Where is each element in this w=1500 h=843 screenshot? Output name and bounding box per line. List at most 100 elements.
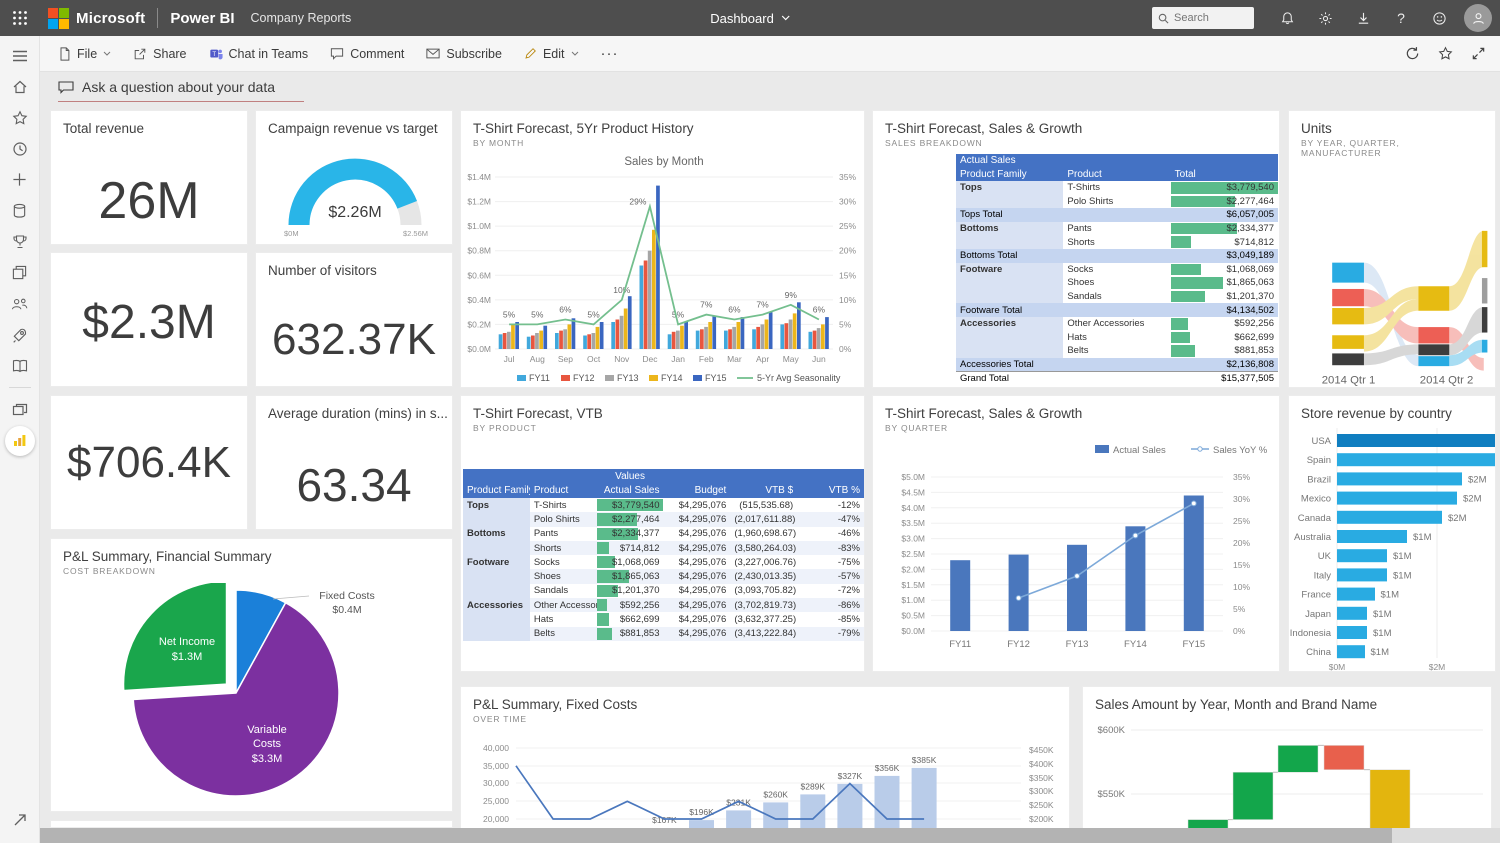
svg-text:May: May <box>783 354 800 364</box>
table-row: Accessories Other Accessories $592,256 <box>956 316 1278 331</box>
svg-text:20%: 20% <box>1233 538 1250 548</box>
nav-home-icon[interactable] <box>0 71 40 102</box>
nav-current-dashboard-icon[interactable] <box>0 425 40 456</box>
svg-text:25,000: 25,000 <box>483 796 509 806</box>
svg-text:5%: 5% <box>839 319 852 329</box>
tile-waterfall[interactable]: Sales Amount by Year, Month and Brand Na… <box>1082 686 1492 843</box>
tile-store-revenue[interactable]: Store revenue by country USA Spain Brazil $… <box>1288 395 1496 672</box>
tile-total-revenue[interactable]: Total revenue 26M <box>50 110 248 245</box>
nav-deployment-icon[interactable] <box>0 319 40 350</box>
svg-text:Indonesia: Indonesia <box>1290 628 1332 639</box>
nav-learn-icon[interactable] <box>0 350 40 381</box>
table-row: Shoes $1,865,063 $4,295,076 (2,430,013.35) -… <box>463 569 864 584</box>
nav-workspaces-icon[interactable] <box>0 394 40 425</box>
nav-apps-icon[interactable] <box>0 257 40 288</box>
tile-sales-growth-quarter[interactable]: T-Shirt Forecast, Sales & Growth BY QUAR… <box>872 395 1280 672</box>
edit-label: Edit <box>542 46 565 61</box>
dashboard-canvas: Ask a question about your data Total rev… <box>40 72 1500 843</box>
app-launcher-icon[interactable] <box>0 0 40 36</box>
svg-text:$0.2M: $0.2M <box>467 319 491 329</box>
nav-recent-icon[interactable] <box>0 133 40 164</box>
table-total-row: Bottoms Total $3,049,189 <box>956 248 1278 263</box>
tile-subtitle: BY QUARTER <box>885 423 948 433</box>
nav-create-icon[interactable] <box>0 164 40 195</box>
svg-text:Jul: Jul <box>504 354 515 364</box>
scrollbar-thumb[interactable] <box>40 828 1392 843</box>
svg-text:$2.5M: $2.5M <box>901 549 925 559</box>
svg-text:FY12: FY12 <box>573 373 595 383</box>
tile-campaign-gauge[interactable]: Campaign revenue vs target $2.26M $0M $2.5… <box>255 110 453 245</box>
quarter-chart: $0.0M $0.5M $1.0M $1.5M $2.0M $2.5M $3.0M $3.5M… <box>901 445 1268 650</box>
chat-in-teams-button[interactable]: T Chat in Teams <box>209 47 308 61</box>
nav-datasets-icon[interactable] <box>0 195 40 226</box>
search-box[interactable] <box>1152 7 1254 29</box>
svg-text:$600K: $600K <box>1098 725 1126 736</box>
tile-vtb[interactable]: T-Shirt Forecast, VTB BY PRODUCT Values … <box>460 395 865 672</box>
report-action-bar: File Share T Chat in Teams Comment Subsc… <box>40 36 1500 72</box>
tile-units-ribbon[interactable]: Units BY YEAR, QUARTER, MANUFACTURER <box>1288 110 1496 388</box>
favorite-star-icon[interactable] <box>1438 46 1453 61</box>
svg-text:$0M: $0M <box>1329 662 1346 672</box>
nav-expand-icon[interactable] <box>0 804 40 835</box>
product-name: Power BI <box>170 9 235 27</box>
svg-text:$2M: $2M <box>1448 513 1467 524</box>
tile-revenue-23m[interactable]: $2.3M <box>50 252 248 387</box>
fullscreen-icon[interactable] <box>1471 46 1486 61</box>
svg-text:0%: 0% <box>1233 626 1246 636</box>
svg-text:$250K: $250K <box>1029 800 1054 810</box>
help-icon[interactable]: ? <box>1397 10 1405 26</box>
qa-box[interactable]: Ask a question about your data <box>58 79 304 102</box>
download-icon[interactable] <box>1344 0 1382 36</box>
notifications-bell-icon[interactable] <box>1268 0 1306 36</box>
workspace-name: Company Reports <box>250 11 352 25</box>
more-options-button[interactable]: ··· <box>600 45 619 62</box>
svg-text:5-Yr Avg Seasonality: 5-Yr Avg Seasonality <box>757 373 841 383</box>
tile-title: Units <box>1301 121 1332 136</box>
svg-text:Japan: Japan <box>1305 609 1331 620</box>
file-menu-button[interactable]: File <box>58 47 111 61</box>
tile-fixed-costs[interactable]: P&L Summary, Fixed Costs OVER TIME 40,00… <box>460 686 1070 843</box>
settings-gear-icon[interactable] <box>1306 0 1344 36</box>
tile-pnl-pie[interactable]: P&L Summary, Financial Summary COST BREA… <box>50 538 453 812</box>
pie-chart: Net Income $1.3M Variable Costs $3.3M Fixed C… <box>122 583 375 797</box>
table-row: Polo Shirts $2,277,464 $4,295,076 (2,017,61… <box>463 512 864 527</box>
tile-visitors[interactable]: Number of visitors 632.37K <box>255 252 453 387</box>
svg-text:FY11: FY11 <box>949 639 971 650</box>
share-button[interactable]: Share <box>133 47 187 61</box>
subscribe-button[interactable]: Subscribe <box>426 47 502 61</box>
svg-text:UK: UK <box>1318 551 1332 562</box>
svg-text:$4.5M: $4.5M <box>901 487 925 497</box>
user-avatar[interactable] <box>1464 4 1492 32</box>
tile-sales-by-month[interactable]: T-Shirt Forecast, 5Yr Product History BY… <box>460 110 865 388</box>
search-input[interactable] <box>1174 12 1244 24</box>
dashboard-menu[interactable]: Dashboard <box>710 11 790 26</box>
svg-text:$196K: $196K <box>689 807 714 817</box>
svg-text:Sales YoY %: Sales YoY % <box>1213 445 1268 456</box>
svg-text:6%: 6% <box>813 305 826 315</box>
refresh-icon[interactable] <box>1405 46 1420 61</box>
svg-text:Fixed Costs: Fixed Costs <box>319 590 374 602</box>
nav-goals-icon[interactable] <box>0 226 40 257</box>
tile-sales-breakdown[interactable]: T-Shirt Forecast, Sales & Growth SALES B… <box>872 110 1280 388</box>
table-total-row: Grand Total $15,377,505 <box>956 370 1278 386</box>
microsoft-logo[interactable]: Microsoft <box>48 7 145 29</box>
tile-avg-duration[interactable]: Average duration (mins) in s... 63.34 <box>255 395 453 530</box>
comment-button[interactable]: Comment <box>330 47 404 61</box>
nav-favorites-icon[interactable] <box>0 102 40 133</box>
svg-text:$260K: $260K <box>763 789 788 799</box>
svg-text:6%: 6% <box>559 305 572 315</box>
horizontal-scrollbar[interactable] <box>40 828 1500 843</box>
nav-menu-icon[interactable] <box>0 40 40 71</box>
nav-shared-icon[interactable] <box>0 288 40 319</box>
svg-text:$3.3M: $3.3M <box>252 753 283 765</box>
table-row: Hats $662,699 <box>956 330 1278 345</box>
ribbon-nodes <box>1332 230 1488 367</box>
svg-text:6%: 6% <box>728 305 741 315</box>
svg-text:7%: 7% <box>756 300 769 310</box>
feedback-smiley-icon[interactable] <box>1420 0 1458 36</box>
svg-text:30%: 30% <box>1233 494 1250 504</box>
edit-button[interactable]: Edit <box>524 47 579 61</box>
svg-text:$0.4M: $0.4M <box>467 295 491 305</box>
tile-revenue-706k[interactable]: $706.4K <box>50 395 248 530</box>
svg-text:$3.0M: $3.0M <box>901 534 925 544</box>
